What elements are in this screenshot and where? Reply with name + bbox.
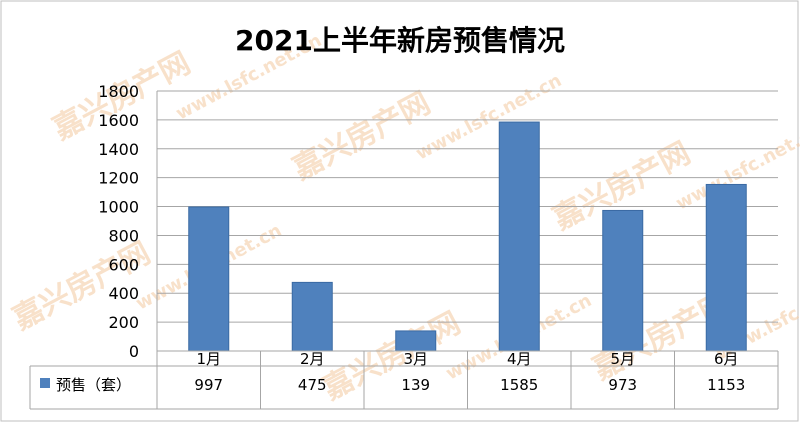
y-tick-label: 1400 <box>98 140 139 159</box>
bar-series <box>188 121 747 352</box>
bar-1月 <box>188 206 230 352</box>
x-tick-label: 1月 <box>196 350 221 368</box>
y-tick-label: 400 <box>108 284 139 303</box>
watermark-url: www.lsfc.net.cn <box>412 70 565 164</box>
data-label: 139 <box>401 376 430 394</box>
y-tick-label: 1600 <box>98 111 139 130</box>
y-axis-ticks: 0 200 400 600 800 1000 1200 1400 1600 1800 <box>98 82 139 361</box>
bar-4月 <box>498 121 540 352</box>
y-tick-label: 1000 <box>98 198 139 217</box>
bar-5月 <box>602 209 644 352</box>
x-tick-label: 2月 <box>300 350 325 368</box>
y-tick-label: 800 <box>108 226 139 245</box>
y-tick-label: 200 <box>108 313 139 332</box>
y-tick-label: 1800 <box>98 82 139 101</box>
y-tick-label: 1200 <box>98 169 139 188</box>
data-label: 1153 <box>707 376 745 394</box>
data-label: 475 <box>298 376 327 394</box>
data-label: 973 <box>608 376 637 394</box>
x-tick-label: 5月 <box>610 350 635 368</box>
legend-key <box>40 378 50 388</box>
x-tick-label: 6月 <box>714 350 739 368</box>
x-tick-label: 3月 <box>403 350 428 368</box>
bar-6月 <box>705 183 747 352</box>
watermark-text: 嘉兴房产网 <box>287 86 436 187</box>
bar-3月 <box>395 330 437 352</box>
legend-label: 预售（套） <box>56 376 131 394</box>
y-tick-label: 0 <box>129 342 139 361</box>
x-tick-label: 4月 <box>507 350 532 368</box>
y-tick-label: 600 <box>108 255 139 274</box>
watermark-text: 嘉兴房产网 <box>317 306 466 407</box>
data-label: 997 <box>194 376 223 394</box>
chart-title: 2021上半年新房预售情况 <box>235 24 565 57</box>
bar-2月 <box>291 281 333 352</box>
data-label: 1585 <box>500 376 538 394</box>
